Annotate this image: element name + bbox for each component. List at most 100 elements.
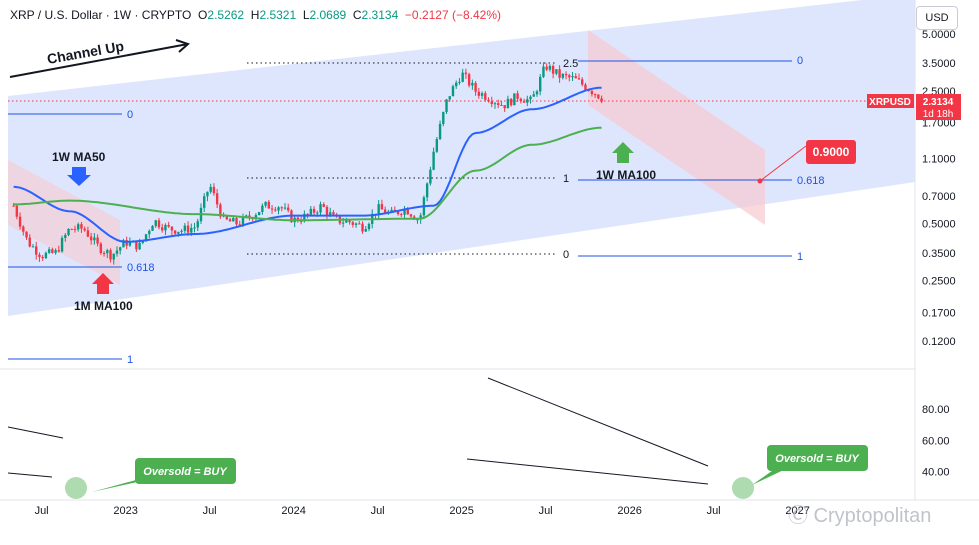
candle-body xyxy=(112,253,115,260)
callout-box xyxy=(135,458,236,484)
candle-body xyxy=(503,105,506,109)
candle-body xyxy=(254,215,258,220)
ma-layer xyxy=(13,86,602,243)
candle-body xyxy=(364,229,367,232)
ma100-line xyxy=(13,126,602,222)
candle-body xyxy=(206,191,209,197)
candle-body xyxy=(377,204,380,215)
candle-body xyxy=(283,207,287,209)
candle-body xyxy=(500,105,503,107)
candle-body xyxy=(593,94,597,96)
close-value: 2.3134 xyxy=(361,8,399,22)
trend-line xyxy=(7,472,53,478)
y-axis-ticks[interactable]: 5.00003.50002.50001.70001.10000.70000.50… xyxy=(922,29,956,479)
candle-body xyxy=(164,224,167,231)
candle-body xyxy=(561,74,565,78)
candle-body xyxy=(597,94,600,99)
candle-body xyxy=(555,69,558,74)
indicator-y-tick-label: 80.00 xyxy=(922,404,950,416)
candle-body xyxy=(261,205,264,212)
candle-body xyxy=(542,66,545,77)
candle-body xyxy=(67,228,70,236)
y-tick-label: 1.7000 xyxy=(922,118,956,130)
x-tick-label: 2026 xyxy=(617,505,641,517)
candle-body xyxy=(144,234,148,241)
candle-body xyxy=(325,206,329,215)
candle-body xyxy=(551,65,555,74)
candle-body xyxy=(526,99,529,103)
candle-body xyxy=(151,225,154,231)
candle-body xyxy=(532,94,535,97)
candle-body xyxy=(277,207,280,211)
candle-body xyxy=(64,235,67,238)
candle-body xyxy=(506,98,510,109)
candle-body xyxy=(448,96,451,100)
candle-body xyxy=(119,247,122,251)
oversold-marker xyxy=(65,477,87,499)
candle-body xyxy=(480,93,484,96)
fib-label: 1 xyxy=(127,354,133,366)
target-badge xyxy=(806,140,856,164)
currency-button[interactable]: USD xyxy=(916,6,958,30)
target-point xyxy=(757,178,763,184)
candle-body xyxy=(177,231,180,234)
candle-body xyxy=(345,220,348,223)
candle-body xyxy=(539,76,542,92)
candle-body xyxy=(455,82,458,87)
candle-body xyxy=(522,101,526,103)
y-tick-label: 1.1000 xyxy=(922,154,956,166)
x-tick-label: 2027 xyxy=(785,505,809,517)
candle-body xyxy=(425,183,429,198)
candle-body xyxy=(406,208,409,215)
candle-body xyxy=(429,169,432,184)
candle-body xyxy=(590,91,594,95)
candle-body xyxy=(267,201,271,209)
candle-body xyxy=(409,214,413,217)
fib-label: 1 xyxy=(797,251,803,263)
candle-body xyxy=(600,98,603,102)
candle-body xyxy=(354,223,358,225)
symbol-title: XRP / U.S. Dollar · 1W · CRYPTO xyxy=(10,8,192,22)
candle-body xyxy=(299,221,303,223)
candle-body xyxy=(558,69,561,78)
callout-text: Oversold = BUY xyxy=(775,453,860,465)
candle-body xyxy=(322,204,325,207)
candle-body xyxy=(193,227,196,229)
y-tick-label: 0.3500 xyxy=(922,248,956,260)
candle-body xyxy=(509,98,513,106)
callout-box xyxy=(767,445,868,471)
low-value: 2.0689 xyxy=(309,8,347,22)
candle-body xyxy=(232,218,235,222)
candle-body xyxy=(190,227,193,233)
x-axis-ticks[interactable]: Jul 2023 Jul 2024 Jul 2025 Jul 2026 Jul 2027 xyxy=(35,505,810,517)
bear-channel-left xyxy=(8,160,120,285)
candle-body xyxy=(396,211,400,215)
candle-body xyxy=(161,227,164,231)
candle-body xyxy=(22,226,25,232)
candle-body xyxy=(445,99,448,113)
candle-body xyxy=(248,215,251,218)
candle-body xyxy=(128,241,132,246)
candle-body xyxy=(393,209,397,212)
candle-body xyxy=(280,207,283,209)
candle-body xyxy=(341,222,345,224)
target-connector xyxy=(759,145,807,182)
candle-body xyxy=(316,212,319,214)
candle-body xyxy=(173,230,177,234)
ma100-label: 1W MA100 xyxy=(596,168,656,182)
candle-body xyxy=(35,246,38,255)
fib-label: 0 xyxy=(797,55,803,67)
candle-body xyxy=(484,93,487,100)
candle-body xyxy=(438,123,442,140)
channel-up-band xyxy=(8,0,915,316)
candle-body xyxy=(577,78,581,80)
close-label: C xyxy=(352,8,362,22)
candle-body xyxy=(51,249,54,253)
candle-body xyxy=(348,220,351,223)
candle-body xyxy=(170,226,174,231)
indicator-y-tick-label: 40.00 xyxy=(922,467,950,479)
change-value: −0.2127 (−8.42%) xyxy=(404,8,501,22)
candle-body xyxy=(390,209,393,212)
last-price-countdown: 1d 18h xyxy=(923,109,954,120)
candle-body xyxy=(416,219,419,221)
